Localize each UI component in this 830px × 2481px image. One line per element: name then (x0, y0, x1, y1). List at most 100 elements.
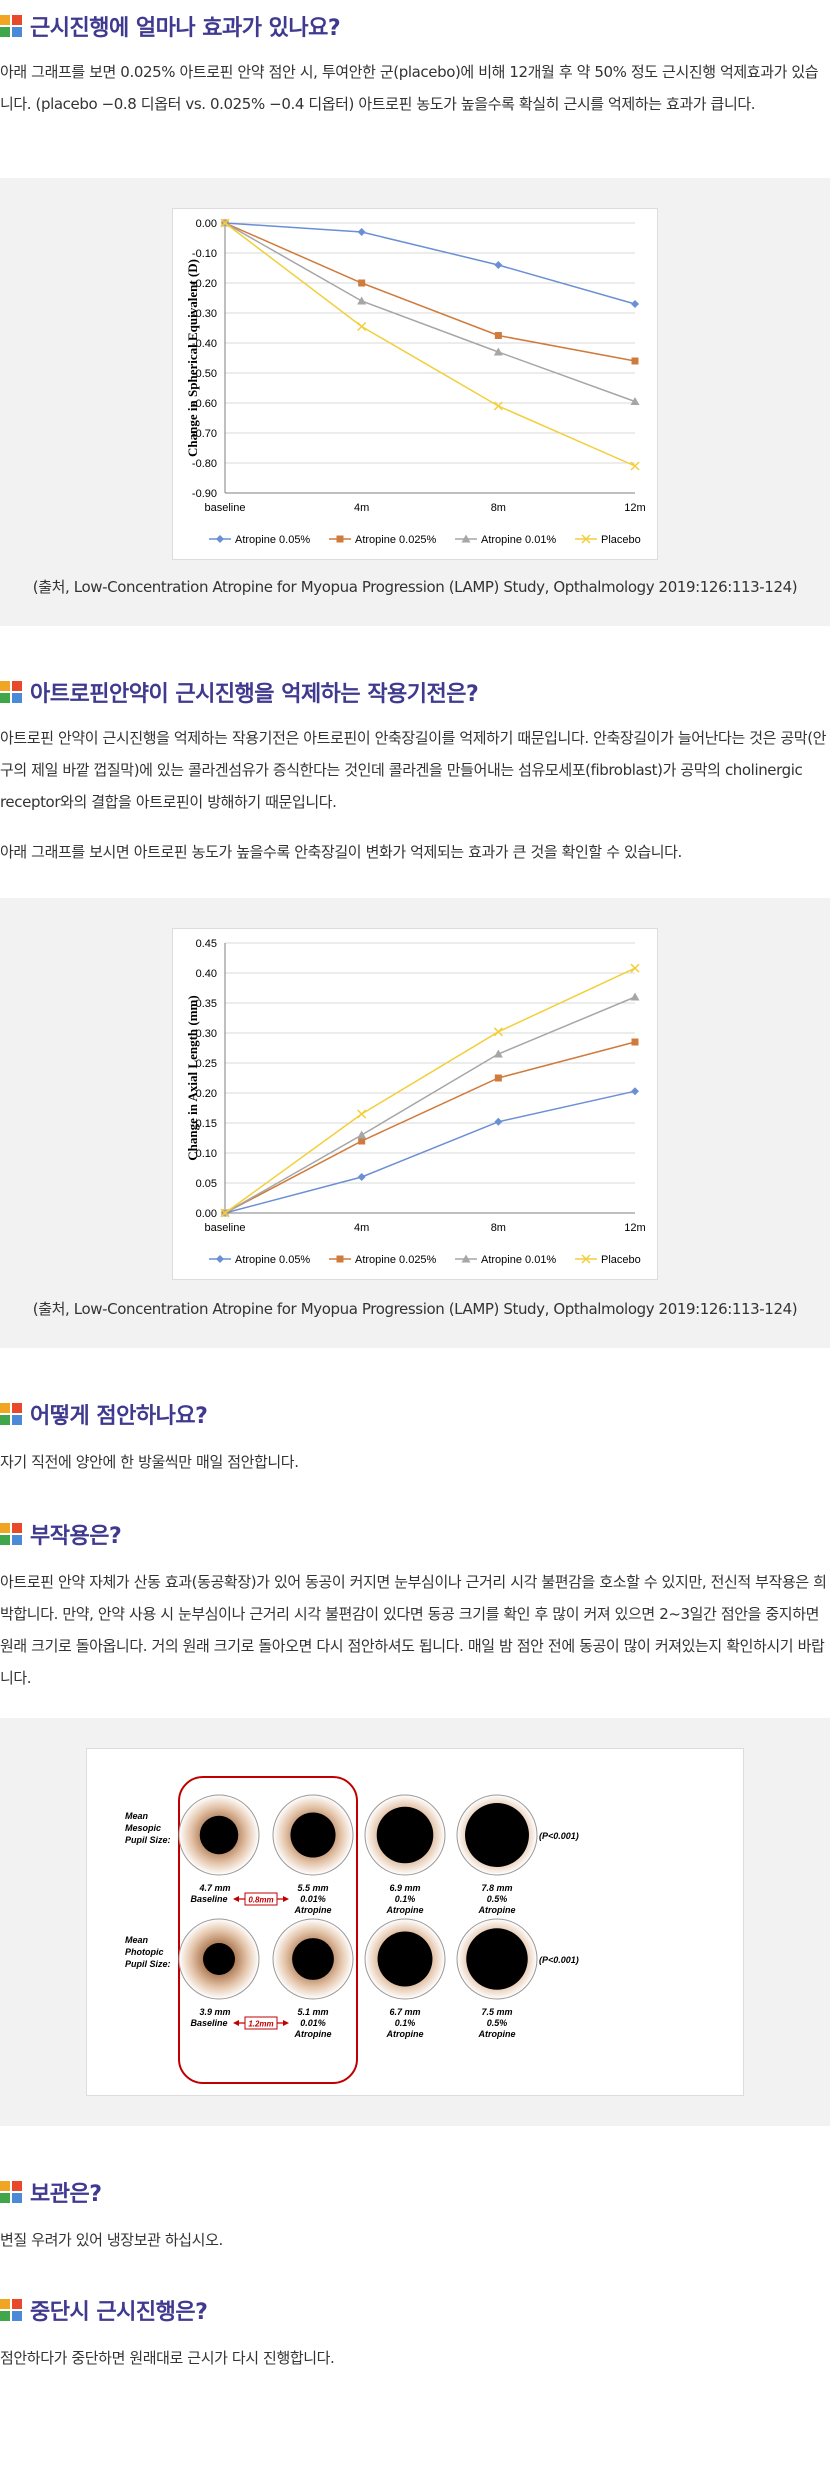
data-point (630, 963, 640, 973)
y-tick-label: 0.35 (196, 998, 217, 1010)
pupil-group-label: Atropine (386, 2029, 424, 2039)
data-point (493, 401, 503, 411)
legend-marker (581, 534, 591, 544)
legend-marker (581, 1254, 591, 1264)
pupil-size-label: 5.5 mm (297, 1883, 328, 1893)
difference-label: 0.8mm (248, 1896, 273, 1905)
pupil-size-label: 6.9 mm (389, 1883, 420, 1893)
y-tick-label: 0.30 (196, 1028, 217, 1040)
pupil-group-label: 0.1% (395, 2018, 416, 2028)
series-line (224, 967, 636, 1214)
p-value: (P<0.001) (539, 1831, 579, 1841)
pupil-size-label: 3.9 mm (199, 2007, 230, 2017)
legend-marker (216, 1255, 224, 1263)
legend-item: Atropine 0.05% (209, 1254, 310, 1266)
pupil-group-label: Atropine (478, 2029, 516, 2039)
section-body: 아래 그래프를 보시면 아트로핀 농도가 높을수록 안축장길이 변화가 억제되는… (0, 836, 830, 868)
y-tick-label: 0.45 (196, 938, 217, 950)
legend-label: Placebo (601, 1254, 641, 1266)
x-tick-label: 8m (491, 1222, 506, 1234)
row-label: Pupil Size: (125, 1959, 171, 1969)
section-body: 아래 그래프를 보면 0.025% 아트로핀 안약 점안 시, 투여안한 군(p… (0, 56, 830, 120)
section-title: 보관은? (30, 2182, 102, 2207)
section-title: 근시진행에 얼마나 효과가 있나요? (30, 16, 341, 41)
pupil-group-label: 0.01% (300, 2018, 326, 2028)
legend-item: Placebo (575, 1254, 641, 1266)
pupil (203, 1943, 235, 1975)
data-point (631, 1087, 639, 1096)
section-bullet-icon (0, 1403, 22, 1425)
y-tick-label: -0.30 (192, 308, 217, 320)
paragraph: 아래 그래프를 보시면 아트로핀 농도가 높을수록 안축장길이 변화가 억제되는… (0, 843, 682, 861)
data-point (494, 1117, 503, 1126)
data-point (494, 261, 503, 269)
y-tick-label: -0.70 (192, 428, 217, 440)
pupil (290, 1812, 336, 1858)
legend-item: Placebo (575, 534, 641, 546)
data-point (357, 1130, 367, 1139)
x-tick-label: 12m (624, 502, 645, 514)
paragraph: 아트로핀 안약이 근시진행을 억제하는 작용기전은 아트로핀이 안축장길이를 억… (0, 729, 827, 811)
legend-item: Atropine 0.01% (455, 534, 556, 546)
pupil-size-label: 7.8 mm (481, 1883, 512, 1893)
data-point (357, 296, 367, 305)
chart-axial-length: 0.00 0.05 0.10 0.15 0.20 0.25 0.30 0.35 0.40 0.45… (185, 938, 646, 1266)
paragraph: 변질 우려가 있어 냉장보관 하십시오. (0, 2231, 223, 2249)
legend-label: Atropine 0.05% (235, 1254, 310, 1266)
series-line (224, 222, 636, 362)
difference-arrow: 1.2mm (233, 2016, 289, 2030)
row-label: Photopic (125, 1947, 164, 1957)
legend-marker (336, 535, 344, 543)
chart-panel-axial-length: 0.00 0.05 0.10 0.15 0.20 0.25 0.30 0.35 0.40 0.45… (0, 898, 830, 1348)
x-tick-label: 4m (354, 502, 369, 514)
data-point (220, 1208, 230, 1218)
series-line (224, 222, 636, 305)
pupil-figure-card: Mean Mesopic Pupil Size: (P<0.001) 4.7 mm Bas… (86, 1748, 744, 2096)
y-tick-label: -0.40 (192, 338, 217, 350)
section-title: 어떻게 점안하나요? (30, 1404, 208, 1429)
pupil (376, 1806, 434, 1864)
pupil-group-label: Baseline (190, 1894, 227, 1904)
pupil-group-label: 0.1% (395, 1894, 416, 1904)
pupil (465, 1803, 529, 1867)
legend-marker (216, 535, 224, 543)
chart-card: 0.00 0.05 0.10 0.15 0.20 0.25 0.30 0.35 0.40 0.45… (172, 928, 658, 1280)
difference-arrow: 0.8mm (233, 1892, 289, 1906)
legend-label: Placebo (601, 534, 641, 546)
section-title: 중단시 근시진행은? (30, 2300, 208, 2325)
section-heading-efficacy: 근시진행에 얼마나 효과가 있나요? (0, 6, 341, 46)
paragraph: 아래 그래프를 보면 0.025% 아트로핀 안약 점안 시, 투여안한 군(p… (0, 63, 819, 113)
pupil (292, 1938, 334, 1980)
pupil-size-label: 5.1 mm (297, 2007, 328, 2017)
data-point (357, 321, 367, 332)
pupil (466, 1928, 528, 1990)
section-heading-mechanism: 아트로핀안약이 근시진행을 억제하는 작용기전은? (0, 672, 479, 712)
y-tick-label: -0.80 (192, 458, 217, 470)
data-point (630, 461, 640, 471)
y-tick-label: -0.20 (192, 278, 217, 290)
data-point (493, 1049, 503, 1058)
section-bullet-icon (0, 681, 22, 703)
y-tick-label: 0.25 (196, 1058, 217, 1070)
x-tick-label: baseline (205, 502, 246, 514)
pupil (199, 1815, 239, 1855)
legend-label: Atropine 0.025% (355, 534, 437, 546)
section-body: 자기 직전에 양안에 한 방울씩만 매일 점안합니다. (0, 1446, 830, 1478)
section-heading-discontinuation: 중단시 근시진행은? (0, 2290, 208, 2330)
pupil-size-label: 7.5 mm (481, 2007, 512, 2017)
x-tick-label: 8m (491, 502, 506, 514)
x-tick-label: baseline (205, 1222, 246, 1234)
series-line (224, 222, 636, 467)
legend-label: Atropine 0.05% (235, 534, 310, 546)
legend-label: Atropine 0.01% (481, 1254, 556, 1266)
y-tick-label: 0.00 (196, 218, 217, 230)
legend-label: Atropine 0.01% (481, 534, 556, 546)
highlight-frame (178, 1776, 358, 2084)
data-point (631, 1038, 639, 1046)
chart-spherical-equivalent: 0.00 -0.10 -0.20 -0.30 -0.40 -0.50 -0.60 -0.70 -… (185, 218, 646, 546)
pupil-group-label: 0.5% (487, 2018, 508, 2028)
data-point (630, 992, 640, 1001)
data-point (357, 1109, 367, 1119)
y-tick-label: 0.15 (196, 1118, 217, 1130)
